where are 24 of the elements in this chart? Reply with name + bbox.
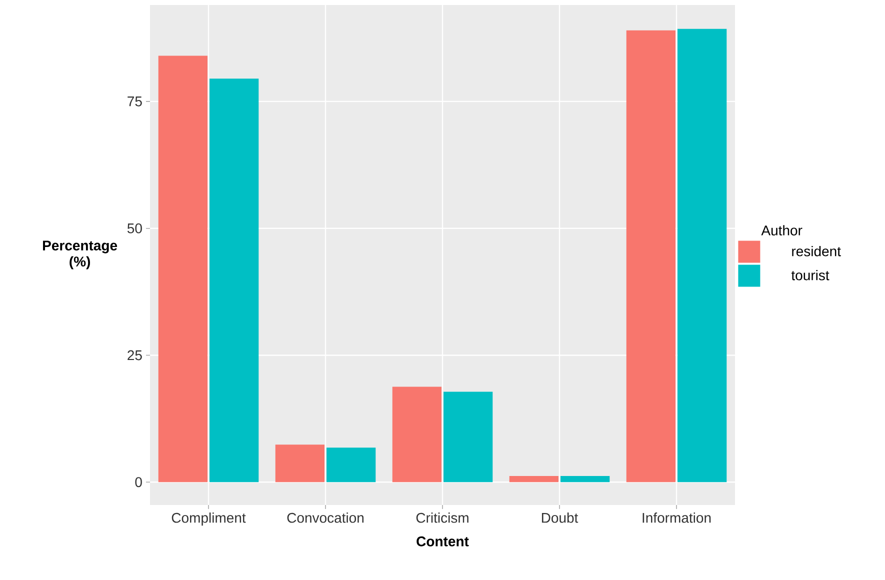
y-tick-label: 0 — [135, 477, 142, 488]
bar — [560, 476, 610, 482]
bar — [509, 476, 559, 482]
bar — [210, 78, 259, 482]
bar — [275, 444, 325, 482]
x-tick-label: Criticism — [416, 512, 468, 523]
bar — [626, 30, 676, 482]
y-tick-label: 50 — [127, 223, 142, 234]
legend-label: resident — [792, 246, 841, 256]
y-tick-label: 75 — [128, 96, 142, 106]
y-tick-label: 25 — [128, 350, 142, 360]
bar — [678, 28, 727, 482]
bar — [392, 386, 442, 482]
x-tick-label: Convocation — [287, 512, 364, 523]
legend-label: tourist — [791, 270, 830, 280]
bar — [326, 448, 376, 482]
bar — [444, 392, 493, 482]
y-axis-title: Percentage (%) — [43, 240, 118, 270]
x-axis-title: Content — [416, 536, 469, 546]
x-tick-label: Doubt — [542, 512, 578, 523]
x-tick-label: Information — [642, 512, 711, 523]
x-tick-label: Compliment — [172, 512, 246, 526]
bar — [158, 56, 208, 482]
legend-title: Author — [761, 225, 802, 236]
